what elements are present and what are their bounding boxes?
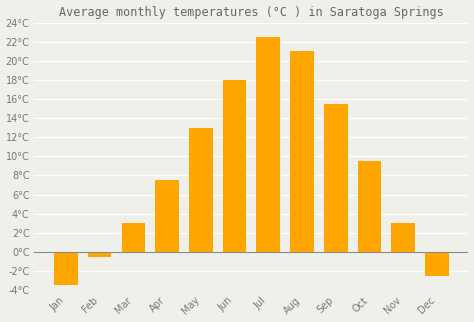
Bar xyxy=(189,128,213,252)
Bar xyxy=(290,51,314,252)
Bar xyxy=(155,180,179,252)
Bar xyxy=(425,252,449,276)
Bar xyxy=(54,252,78,285)
Bar xyxy=(324,104,347,252)
Bar xyxy=(223,80,246,252)
Title: Average monthly temperatures (°C ) in Saratoga Springs: Average monthly temperatures (°C ) in Sa… xyxy=(59,5,444,19)
Bar xyxy=(392,223,415,252)
Bar xyxy=(358,161,381,252)
Bar xyxy=(256,37,280,252)
Bar xyxy=(88,252,111,257)
Bar xyxy=(122,223,145,252)
